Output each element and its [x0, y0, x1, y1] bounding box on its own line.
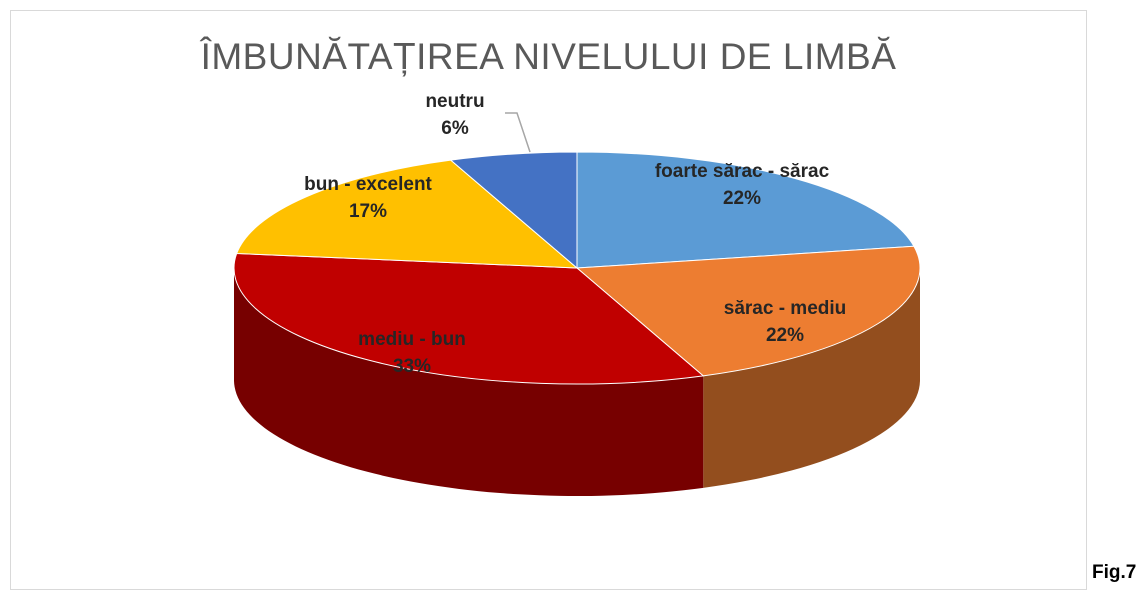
slice — [233, 252, 705, 385]
slice — [576, 151, 915, 269]
value-label: 22% — [722, 188, 762, 209]
data-label: neutru 6% — [395, 88, 515, 142]
caption: Fig.7 — [1092, 562, 1137, 583]
category-label: sărac - mediu — [723, 298, 847, 319]
pie-sides — [234, 268, 920, 497]
slice-side — [234, 268, 704, 497]
data-label: sărac - mediu 22% — [685, 295, 885, 349]
chart-title: ÎMBUNĂTAȚIREA NIVELULUI DE LIMBĂ — [200, 36, 897, 77]
slice-side — [703, 268, 920, 488]
slice — [449, 151, 578, 270]
category-label: bun - excelent — [304, 174, 432, 195]
data-label: mediu - bun 33% — [312, 326, 512, 380]
value-label: 33% — [392, 356, 432, 377]
chart-frame — [10, 10, 1087, 590]
category-label: foarte sărac - sărac — [654, 161, 830, 182]
pie-top — [233, 151, 921, 385]
data-label: foarte sărac - sărac 22% — [647, 158, 837, 212]
category-label: neutru — [425, 91, 485, 112]
value-label: 22% — [765, 325, 805, 346]
data-label: bun - excelent 17% — [268, 171, 468, 225]
value-label: 17% — [348, 201, 388, 222]
slice — [575, 245, 921, 377]
slice — [235, 159, 579, 269]
category-label: mediu - bun — [358, 329, 466, 350]
leader-line — [505, 112, 531, 153]
value-label: 6% — [441, 118, 469, 139]
